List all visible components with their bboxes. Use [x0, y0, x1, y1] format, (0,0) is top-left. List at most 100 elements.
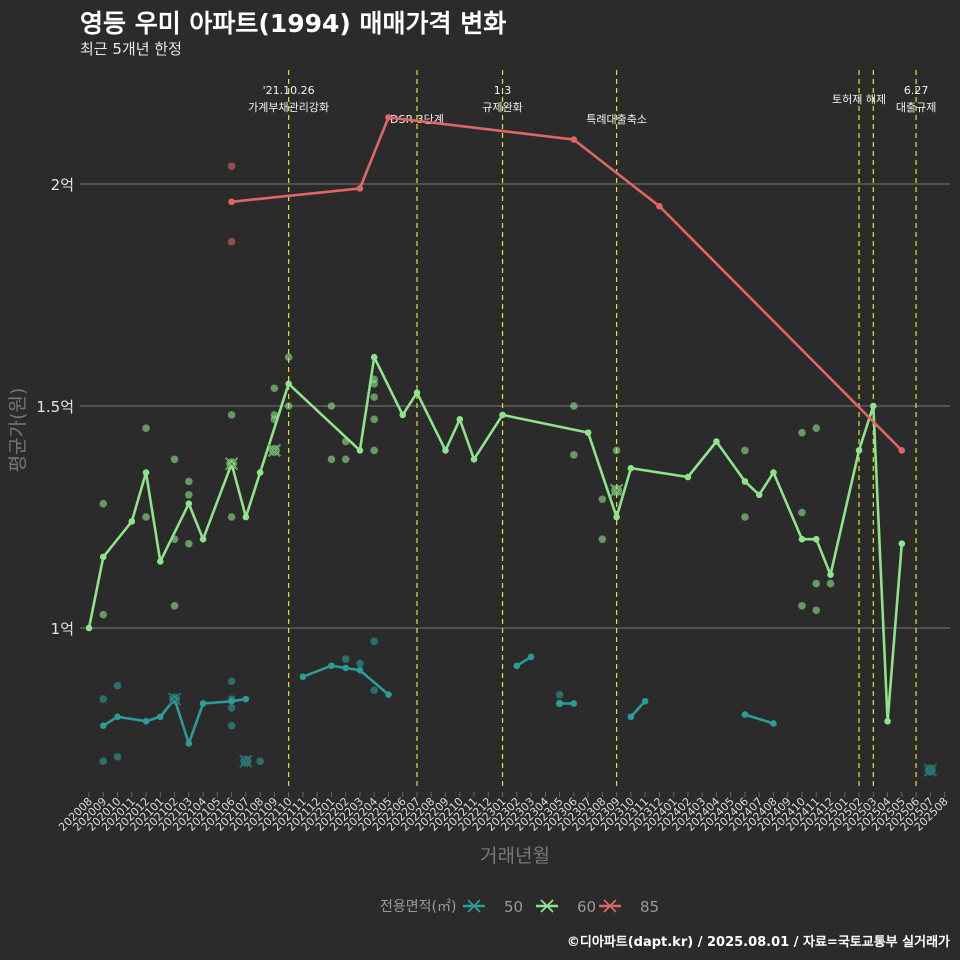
- line-marker: [356, 447, 364, 454]
- line-marker: [627, 713, 635, 721]
- data-point: [598, 535, 607, 543]
- data-point: [570, 451, 578, 459]
- line-marker: [456, 416, 464, 423]
- data-point: [370, 415, 379, 424]
- chart-title: 영등 우미 아파트(1994) 매매가격 변화: [80, 9, 507, 38]
- legend: 전용면적(㎡) 50 60 85: [380, 898, 659, 916]
- y-tick-label: 2억: [51, 176, 74, 194]
- series-line: [102, 697, 247, 745]
- x-axis-label: 거래년월: [480, 845, 550, 867]
- data-point: [113, 752, 122, 761]
- line-marker: [242, 695, 250, 703]
- series-line: [87, 355, 904, 723]
- line-marker: [656, 202, 663, 210]
- data-point: [327, 402, 336, 410]
- line-marker: [185, 740, 193, 747]
- line-marker: [527, 653, 535, 661]
- data-point: [227, 513, 236, 521]
- line-marker: [142, 717, 150, 725]
- line-marker: [499, 411, 506, 419]
- line-marker: [755, 491, 763, 499]
- legend-title: 전용면적(㎡): [380, 899, 456, 915]
- line-marker: [770, 469, 777, 476]
- line-marker: [157, 713, 164, 721]
- data-point: [741, 513, 749, 521]
- data-point: [99, 757, 108, 765]
- line-marker: [470, 455, 478, 463]
- cross-marker-outline: [610, 484, 623, 497]
- line-marker: [584, 429, 592, 436]
- line-marker: [99, 722, 107, 729]
- data-point: [99, 499, 108, 508]
- line-marker: [199, 700, 207, 707]
- data-point: [142, 424, 150, 433]
- data-point: [185, 539, 193, 548]
- data-point: [270, 384, 279, 393]
- line-marker: [613, 513, 620, 521]
- data-point: [370, 380, 379, 388]
- cross-marker-outline: [268, 444, 281, 457]
- data-point: [555, 690, 564, 699]
- y-tick-label: 1.5억: [36, 398, 74, 416]
- legend-key-cross: [540, 899, 554, 913]
- line-marker: [85, 624, 93, 632]
- cross-marker-outline: [924, 763, 937, 777]
- data-point: [812, 606, 821, 615]
- line-marker: [356, 185, 364, 192]
- data-point: [370, 686, 379, 694]
- y-tick-label: 1억: [51, 620, 74, 638]
- line-marker: [228, 198, 235, 206]
- line-marker: [399, 411, 407, 419]
- chart-subtitle: 최근 5개년 한정: [80, 40, 182, 58]
- line-marker: [142, 469, 150, 476]
- line-marker: [128, 518, 136, 525]
- cross-marker-outline: [239, 754, 253, 768]
- line-marker: [285, 380, 292, 388]
- line-marker: [385, 691, 392, 698]
- data-point: [798, 508, 806, 517]
- cross-marker-outline: [168, 692, 181, 706]
- series-line: [629, 700, 647, 718]
- data-point: [227, 162, 236, 171]
- data-point: [812, 424, 821, 433]
- line-marker: [99, 553, 107, 561]
- line-marker: [684, 473, 692, 481]
- data-point: [99, 610, 108, 619]
- data-point: [227, 677, 236, 686]
- source-caption: ©디아파트(dapt.kr) / 2025.08.01 / 자료=국토교통부 실…: [566, 935, 950, 950]
- data-point: [812, 579, 821, 588]
- line-marker: [385, 114, 392, 121]
- event-label: '21.10.26: [263, 84, 315, 97]
- series-line: [744, 713, 774, 725]
- data-point: [227, 237, 236, 246]
- data-point: [99, 695, 108, 703]
- data-point: [256, 757, 264, 765]
- line-marker: [413, 389, 421, 396]
- line-marker: [855, 447, 863, 454]
- data-point: [185, 477, 193, 486]
- data-point: [370, 637, 379, 646]
- data-point: [327, 455, 336, 464]
- data-point: [227, 721, 236, 730]
- data-point: [284, 353, 293, 361]
- cross-marker-outline: [225, 457, 238, 471]
- line-marker: [884, 717, 891, 725]
- data-point: [170, 602, 179, 610]
- event-label: 1.3: [494, 84, 512, 97]
- series-60: [85, 353, 906, 725]
- line-marker: [114, 713, 121, 721]
- line-marker: [242, 513, 250, 521]
- data-point: [284, 402, 293, 410]
- data-point: [170, 455, 179, 464]
- line-marker: [342, 664, 349, 672]
- data-point: [370, 446, 379, 455]
- data-point: [826, 579, 835, 588]
- data-point: [356, 659, 364, 668]
- data-point: [612, 446, 621, 455]
- event-label: 대출규제: [896, 101, 936, 114]
- data-point: [798, 602, 806, 610]
- line-marker: [157, 558, 164, 565]
- line-marker: [370, 353, 378, 361]
- line-marker: [513, 662, 521, 670]
